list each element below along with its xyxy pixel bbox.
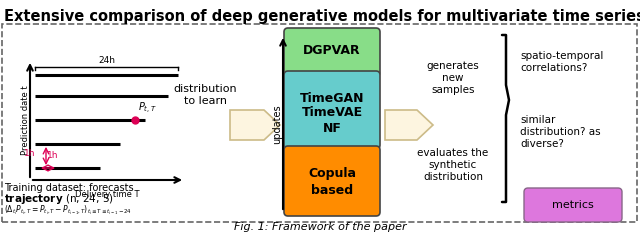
Text: evaluates the
synthetic
distribution: evaluates the synthetic distribution bbox=[417, 148, 488, 182]
Text: TimeGAN: TimeGAN bbox=[300, 91, 364, 104]
Text: distribution
to learn: distribution to learn bbox=[173, 84, 237, 106]
Text: Prediction date t: Prediction date t bbox=[20, 85, 29, 155]
Text: spatio-temporal
correlations?: spatio-temporal correlations? bbox=[520, 51, 604, 73]
Text: 1h: 1h bbox=[24, 150, 35, 158]
Text: metrics: metrics bbox=[552, 200, 594, 210]
Text: based: based bbox=[311, 184, 353, 197]
FancyBboxPatch shape bbox=[284, 28, 380, 76]
FancyArrow shape bbox=[385, 110, 433, 140]
Text: NF: NF bbox=[323, 121, 341, 134]
Text: Copula: Copula bbox=[308, 167, 356, 180]
Text: generates
new
samples: generates new samples bbox=[427, 61, 479, 95]
Text: $\mathbf{trajectory}$ (n, 24, 5): $\mathbf{trajectory}$ (n, 24, 5) bbox=[4, 192, 114, 206]
Text: Training dataset: forecasts: Training dataset: forecasts bbox=[4, 183, 134, 193]
Text: $(\Delta_{t_i} P_{t_i,T} = P_{t_i,T} - P_{t_{i-1},T})_{t_i \leq T \leq t_{i-1}-2: $(\Delta_{t_i} P_{t_i,T} = P_{t_i,T} - P… bbox=[4, 203, 132, 216]
Text: Extensive comparison of deep generative models for multivariate time series: Extensive comparison of deep generative … bbox=[4, 9, 640, 24]
Text: Fig. 1: Framework of the paper: Fig. 1: Framework of the paper bbox=[234, 222, 406, 232]
FancyBboxPatch shape bbox=[2, 24, 637, 222]
FancyBboxPatch shape bbox=[284, 71, 380, 149]
Text: TimeVAE: TimeVAE bbox=[301, 107, 363, 120]
Text: 24h: 24h bbox=[98, 56, 115, 65]
Text: updates: updates bbox=[272, 104, 282, 144]
Text: Delivery time T: Delivery time T bbox=[76, 190, 140, 199]
Text: $P_{t,T}$: $P_{t,T}$ bbox=[138, 101, 157, 116]
Text: similar
distribution? as
diverse?: similar distribution? as diverse? bbox=[520, 115, 600, 149]
FancyBboxPatch shape bbox=[284, 146, 380, 216]
Text: DGPVAR: DGPVAR bbox=[303, 44, 361, 58]
FancyBboxPatch shape bbox=[524, 188, 622, 222]
FancyArrow shape bbox=[230, 110, 280, 140]
Text: 1h: 1h bbox=[47, 151, 58, 161]
